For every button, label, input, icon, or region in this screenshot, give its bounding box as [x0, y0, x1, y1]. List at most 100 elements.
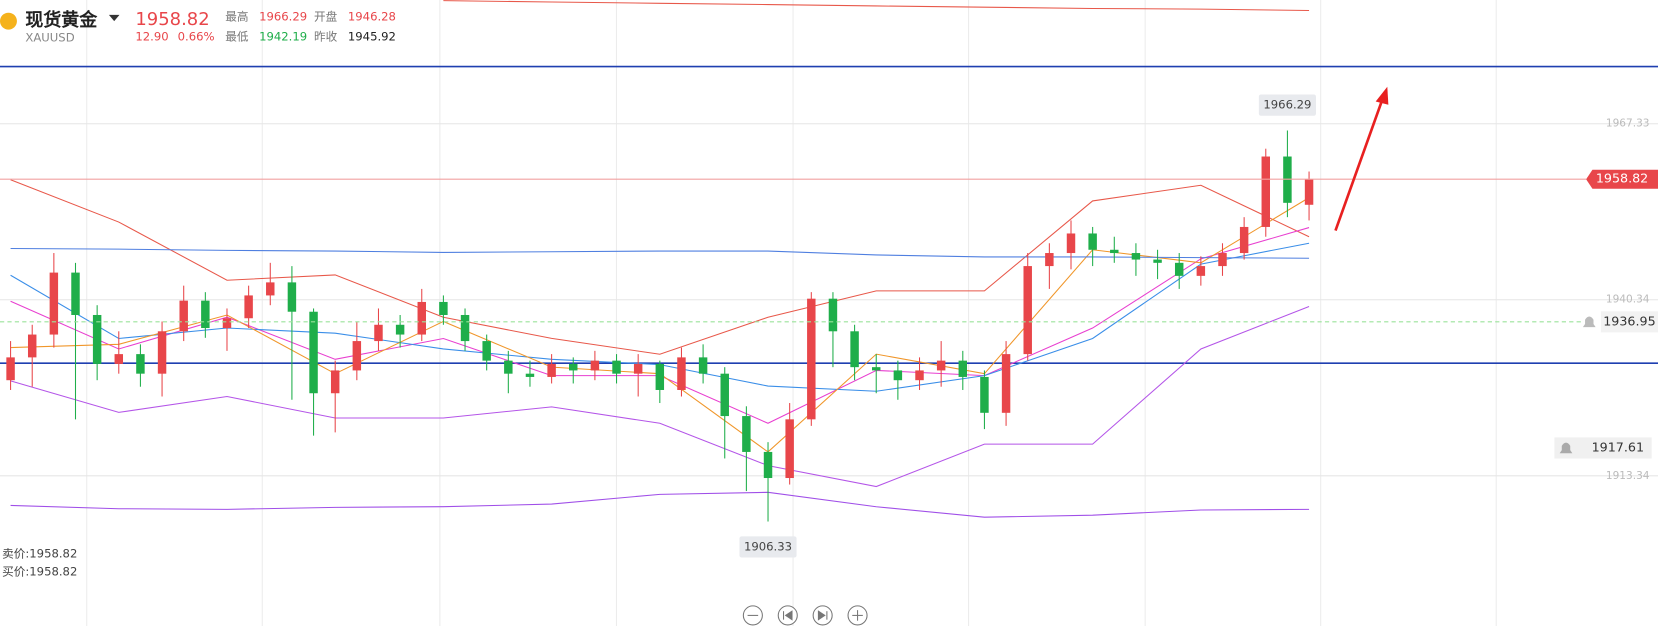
scroll-start-button[interactable] — [777, 605, 798, 626]
candle-body — [698, 357, 708, 374]
high-label: 最高 — [225, 9, 248, 23]
candle-body — [1153, 259, 1162, 263]
candle-body — [1261, 156, 1271, 227]
candle-body — [287, 282, 297, 312]
candle-body — [114, 354, 124, 364]
candle-body — [936, 360, 946, 371]
open-value: 1946.28 — [348, 9, 396, 23]
candle-body — [136, 354, 145, 374]
candle-body — [980, 376, 989, 413]
candle-body — [49, 272, 59, 335]
candle-body — [71, 272, 80, 315]
bell-icon — [1582, 316, 1596, 328]
candle-body — [244, 295, 253, 319]
candle-body — [395, 324, 405, 335]
last-price: 1958.82 — [135, 9, 209, 30]
candle-body — [1023, 266, 1032, 355]
candle-body — [872, 367, 881, 371]
candle-body — [590, 360, 600, 371]
candle-body — [958, 360, 968, 377]
candle-body — [482, 341, 491, 361]
candle-body — [633, 363, 643, 374]
indicator-line — [10, 306, 1310, 488]
alert-tag — [1554, 437, 1652, 459]
candle-body — [915, 370, 924, 381]
candle-body — [1304, 179, 1314, 205]
candle-body — [374, 324, 383, 342]
candle-body — [92, 314, 102, 364]
candle-body — [1131, 253, 1141, 260]
change: 12.90 — [135, 30, 168, 44]
prev-close-label: 昨收 — [314, 30, 338, 44]
candle-body — [677, 357, 686, 390]
bid-price: 卖价:1958.82 — [2, 547, 77, 561]
scroll-end-button[interactable] — [812, 605, 833, 626]
dropdown-arrow[interactable] — [108, 14, 120, 22]
candle-body — [309, 311, 318, 394]
ask-price: 买价:1958.82 — [2, 565, 77, 579]
candle-body — [352, 341, 362, 371]
candle-body — [222, 318, 232, 329]
candle-body — [266, 282, 275, 296]
extreme-price-label: 1966.29 — [1263, 98, 1311, 112]
candle-body — [655, 363, 665, 390]
alert-price-label: 1936.95 — [1603, 313, 1655, 328]
candle-body — [201, 300, 210, 329]
open-label: 开盘 — [314, 9, 338, 23]
candle-body — [504, 360, 513, 374]
plot-area: 1913.34 1940.34 1967.33 1966.29 1906.33 1958.… — [0, 0, 1658, 558]
candle-body — [1045, 253, 1054, 267]
y-tick-label: 1967.33 — [1606, 118, 1650, 130]
zoom-in-button[interactable] — [847, 605, 868, 626]
change-pct: 0.66% — [178, 30, 215, 44]
candle-body — [612, 360, 621, 374]
indicator-line — [443, 0, 1310, 12]
candle-body — [179, 300, 188, 332]
trend-arrow — [1334, 86, 1389, 231]
candle-body — [807, 298, 816, 420]
candle-body — [330, 370, 340, 394]
candle-body — [893, 370, 903, 381]
low-label: 最低 — [225, 30, 249, 44]
candle-body — [1110, 249, 1119, 254]
low-value: 1942.19 — [259, 30, 307, 44]
alert-price-label: 1917.61 — [1592, 439, 1644, 454]
candle-body — [720, 373, 729, 417]
y-tick-label: 1913.34 — [1606, 470, 1650, 482]
price-bubble — [1258, 94, 1316, 116]
prev-close-value: 1945.92 — [348, 30, 396, 44]
candle-body — [157, 331, 167, 374]
bell-icon — [1559, 442, 1573, 454]
candle-body — [525, 373, 535, 377]
candle-body — [1001, 354, 1011, 413]
candle-body — [439, 301, 448, 315]
high-value: 1966.29 — [259, 9, 307, 23]
candle-body — [763, 451, 773, 479]
candle-body — [785, 419, 794, 479]
candle-body — [569, 363, 578, 371]
candle-body — [27, 334, 37, 358]
zoom-controls — [742, 605, 868, 626]
symbol: XAUUSD — [25, 31, 74, 45]
candle-body — [1239, 226, 1249, 254]
y-tick-label: 1940.34 — [1606, 294, 1650, 306]
alert-tag — [1600, 311, 1658, 333]
candle-body — [1088, 233, 1097, 250]
candle-body — [547, 363, 556, 377]
candle-body — [6, 357, 15, 381]
zoom-out-button[interactable] — [742, 605, 763, 626]
current-price-label: 1958.82 — [1596, 171, 1648, 186]
coin-icon — [0, 12, 17, 30]
candle-body — [742, 416, 751, 452]
extreme-price-label: 1906.33 — [744, 539, 792, 553]
candle-body — [1066, 233, 1076, 254]
price-bubble — [739, 536, 797, 558]
candle-body — [828, 298, 838, 332]
indicator-line — [10, 179, 1310, 355]
grid — [86, 0, 1497, 626]
candle-body — [850, 331, 859, 368]
candle-body — [460, 314, 470, 342]
instrument-name: 现货黄金 — [25, 9, 98, 31]
